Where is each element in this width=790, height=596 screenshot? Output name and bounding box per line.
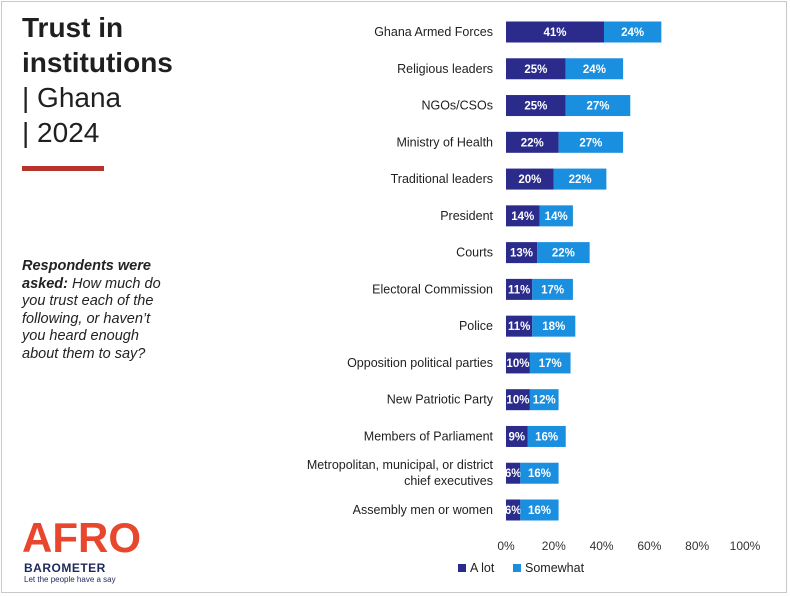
bar-somewhat <box>532 278 573 300</box>
legend-swatch-a-lot <box>458 564 466 572</box>
category-label: Ministry of Health <box>396 135 493 149</box>
category-label: Members of Parliament <box>364 429 494 443</box>
title-accent-rule <box>22 166 104 171</box>
data-label-a-lot: 13% <box>510 248 533 260</box>
title-line-3: | Ghana <box>22 82 122 113</box>
bar-somewhat <box>520 499 559 521</box>
bar-somewhat <box>529 389 559 411</box>
bar-a-lot <box>506 131 559 153</box>
data-label-somewhat: 18% <box>542 321 565 333</box>
data-label-somewhat: 16% <box>528 505 551 517</box>
bar-somewhat <box>565 58 624 80</box>
bar-a-lot <box>506 352 530 374</box>
bar-a-lot <box>506 278 533 300</box>
bar-a-lot <box>506 315 533 337</box>
bar-a-lot <box>506 21 604 43</box>
data-label-a-lot: 20% <box>518 174 541 186</box>
bar-somewhat <box>565 95 631 117</box>
bar-somewhat <box>539 205 573 227</box>
data-label-a-lot: 41% <box>543 27 566 39</box>
data-label-a-lot: 25% <box>524 64 547 76</box>
x-tick-label: 20% <box>542 539 566 553</box>
x-tick-label: 100% <box>730 539 761 553</box>
question-lead: Respondents were asked: <box>22 258 151 292</box>
bar-somewhat <box>558 131 624 153</box>
data-label-a-lot: 14% <box>511 211 534 223</box>
category-label: Metropolitan, municipal, or district chie… <box>307 458 494 488</box>
legend-label-somewhat: Somewhat <box>525 561 585 575</box>
data-label-a-lot: 22% <box>521 137 544 149</box>
category-label: Opposition political parties <box>347 356 493 370</box>
page-title: Trust in institutions | Ghana | 2024 <box>22 10 222 150</box>
data-label-a-lot: 25% <box>524 101 547 113</box>
x-tick-label: 80% <box>685 539 709 553</box>
category-label: Assembly men or women <box>353 503 493 517</box>
category-label: NGOs/CSOs <box>421 99 493 113</box>
data-label-somewhat: 12% <box>533 395 556 407</box>
bar-a-lot <box>506 499 521 521</box>
bar-a-lot <box>506 389 530 411</box>
data-label-somewhat: 17% <box>541 284 564 296</box>
data-label-a-lot: 11% <box>508 321 530 333</box>
category-label: Traditional leaders <box>391 172 493 186</box>
bar-somewhat <box>603 21 662 43</box>
logo-wordmark-top: AFRO <box>22 514 141 561</box>
data-label-somewhat: 16% <box>528 468 551 480</box>
category-label: New Patriotic Party <box>387 393 494 407</box>
bar-a-lot <box>506 425 528 447</box>
title-line-2: institutions <box>22 47 173 78</box>
bar-somewhat <box>537 242 590 264</box>
legend-swatch-somewhat <box>513 564 521 572</box>
bar-somewhat <box>527 425 566 447</box>
x-tick-label: 0% <box>497 539 515 553</box>
category-label: President <box>440 209 493 223</box>
category-label: Police <box>459 319 493 333</box>
category-label: Courts <box>456 246 493 260</box>
data-label-somewhat: 17% <box>539 358 562 370</box>
bar-a-lot <box>506 95 566 117</box>
bar-a-lot <box>506 462 521 484</box>
data-label-somewhat: 24% <box>621 27 644 39</box>
logo-tagline: Let the people have a say <box>24 575 116 584</box>
bar-somewhat <box>553 168 607 190</box>
bar-a-lot <box>506 58 566 80</box>
bar-somewhat <box>520 462 559 484</box>
afrobarometer-logo: AFRO BAROMETER Let the people have a say <box>22 516 162 586</box>
data-label-a-lot: 10% <box>506 395 529 407</box>
data-label-a-lot: 9% <box>508 431 525 443</box>
data-label-somewhat: 24% <box>583 64 606 76</box>
x-tick-label: 60% <box>637 539 661 553</box>
data-label-somewhat: 22% <box>569 174 592 186</box>
data-label-somewhat: 14% <box>545 211 568 223</box>
legend-label-a-lot: A lot <box>470 561 495 575</box>
data-label-a-lot: 6% <box>505 505 522 517</box>
x-tick-label: 40% <box>590 539 614 553</box>
bar-somewhat <box>532 315 576 337</box>
data-label-somewhat: 22% <box>552 248 575 260</box>
title-line-1: Trust in <box>22 12 124 43</box>
title-line-4: | 2024 <box>22 117 100 148</box>
question-text: How much do you trust each of the follow… <box>22 275 161 362</box>
logo-wordmark-bottom: BAROMETER <box>24 561 106 575</box>
survey-question: Respondents were asked: How much do you … <box>22 258 172 363</box>
data-label-a-lot: 10% <box>506 358 529 370</box>
category-label: Ghana Armed Forces <box>374 25 493 39</box>
data-label-somewhat: 27% <box>579 137 602 149</box>
data-label-a-lot: 11% <box>508 284 530 296</box>
data-label-somewhat: 16% <box>535 431 558 443</box>
bar-a-lot <box>506 205 540 227</box>
bar-somewhat <box>529 352 571 374</box>
data-label-a-lot: 6% <box>505 468 522 480</box>
bar-a-lot <box>506 168 554 190</box>
category-label: Religious leaders <box>397 62 493 76</box>
category-label: Electoral Commission <box>372 282 493 296</box>
bar-a-lot <box>506 242 538 264</box>
data-label-somewhat: 27% <box>586 101 609 113</box>
